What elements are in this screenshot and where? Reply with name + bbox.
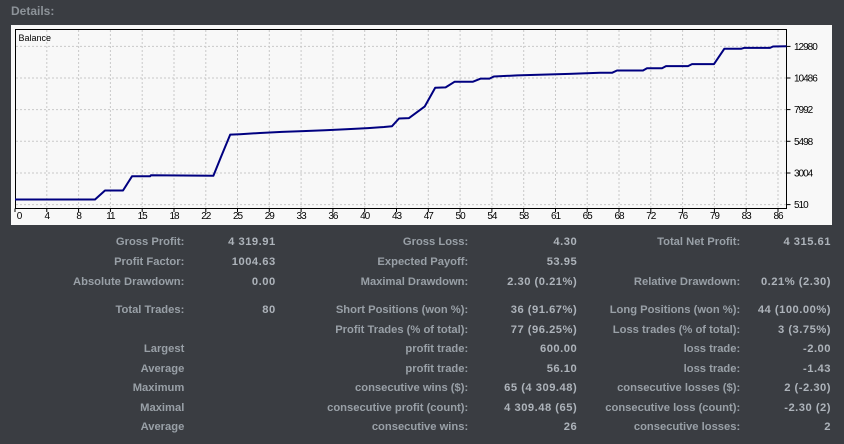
svg-text:54: 54 xyxy=(487,211,498,222)
svg-text:83: 83 xyxy=(742,211,753,222)
svg-text:58: 58 xyxy=(519,211,530,222)
svg-text:0: 0 xyxy=(17,211,23,222)
svg-text:61: 61 xyxy=(551,211,562,222)
svg-text:510: 510 xyxy=(794,200,809,211)
svg-text:68: 68 xyxy=(614,211,625,222)
svg-text:79: 79 xyxy=(710,211,721,222)
svg-text:72: 72 xyxy=(646,211,657,222)
svg-text:8: 8 xyxy=(76,211,82,222)
svg-text:5498: 5498 xyxy=(794,137,814,148)
svg-text:76: 76 xyxy=(678,211,689,222)
svg-text:36: 36 xyxy=(328,211,339,222)
svg-text:29: 29 xyxy=(265,211,276,222)
svg-text:50: 50 xyxy=(456,211,467,222)
svg-text:65: 65 xyxy=(583,211,594,222)
svg-text:Balance: Balance xyxy=(19,33,52,43)
svg-text:7992: 7992 xyxy=(794,105,814,116)
svg-text:10486: 10486 xyxy=(794,74,818,85)
svg-text:40: 40 xyxy=(360,211,371,222)
svg-text:43: 43 xyxy=(392,211,403,222)
svg-text:86: 86 xyxy=(773,211,784,222)
svg-text:15: 15 xyxy=(138,211,149,222)
svg-text:4: 4 xyxy=(45,211,51,222)
svg-text:25: 25 xyxy=(233,211,244,222)
svg-text:3004: 3004 xyxy=(794,169,814,180)
svg-text:47: 47 xyxy=(424,211,435,222)
svg-text:33: 33 xyxy=(297,211,308,222)
svg-text:12980: 12980 xyxy=(794,42,818,53)
svg-text:22: 22 xyxy=(201,211,212,222)
svg-text:11: 11 xyxy=(106,211,116,222)
svg-text:18: 18 xyxy=(169,211,180,222)
